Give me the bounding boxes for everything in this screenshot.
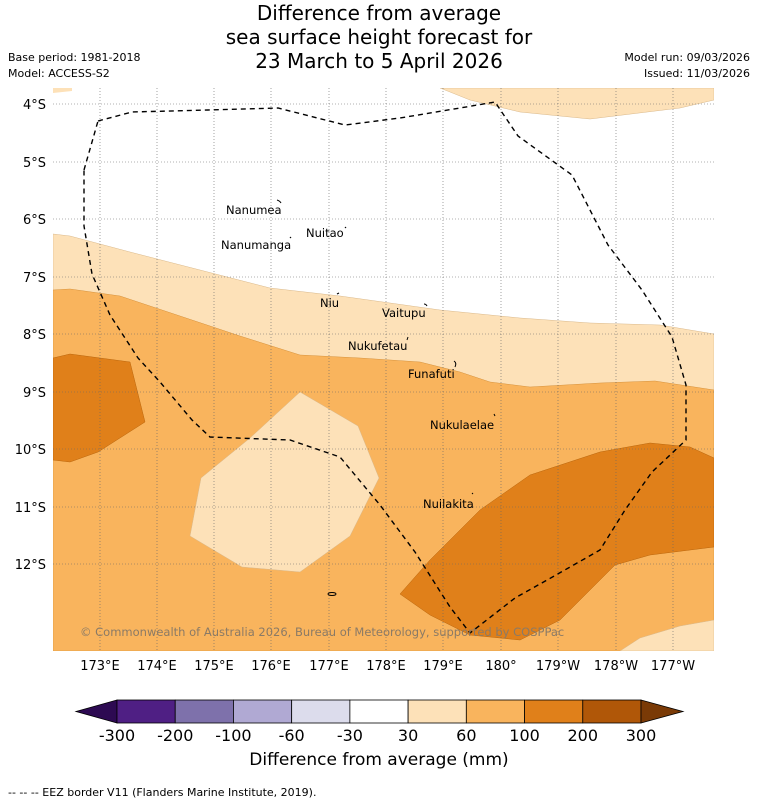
eez-legend-note: -- -- -- EEZ border V11 (Flanders Marine… bbox=[8, 786, 317, 799]
colorbar-tick-label: 100 bbox=[509, 726, 540, 745]
issued-date: Issued: 11/03/2026 bbox=[643, 67, 750, 80]
anomaly-patch-100-200-west bbox=[53, 353, 146, 463]
colorbar-swatch bbox=[233, 699, 293, 724]
latitude-axis: 4°S 5°S 6°S 7°S 8°S 9°S 10°S 11°S 12°S bbox=[15, 98, 46, 573]
anomaly-patch-30-60-south bbox=[619, 619, 714, 651]
anomaly-region-100-200 bbox=[399, 442, 714, 641]
eez-border bbox=[83, 101, 687, 634]
island-mark-reef bbox=[327, 592, 337, 596]
colorbar-swatch bbox=[407, 699, 467, 724]
longitude-label: 177°W bbox=[651, 659, 695, 674]
colorbar-tick-label: 60 bbox=[456, 726, 476, 745]
longitude-label: 176°E bbox=[251, 659, 291, 674]
colorbar-swatch bbox=[465, 699, 525, 724]
island-labels: Nanumea Nuitao Nanumanga Niu Vaitupu Nuk… bbox=[221, 203, 494, 511]
colorbar bbox=[74, 699, 685, 724]
colorbar-extension-low bbox=[74, 699, 118, 724]
colorbar-tick-label: -30 bbox=[337, 726, 363, 745]
island-label-nukulaelae: Nukulaelae bbox=[430, 418, 494, 432]
colorbar-tick-label: -100 bbox=[215, 726, 251, 745]
map-panel bbox=[53, 88, 714, 651]
colorbar-swatch bbox=[582, 699, 642, 724]
base-period: Base period: 1981-2018 bbox=[8, 51, 141, 64]
latitude-label: 8°S bbox=[23, 328, 46, 343]
island-label-nukufetau: Nukufetau bbox=[348, 339, 407, 353]
colorbar-swatch bbox=[524, 699, 584, 724]
longitude-axis: 173°E 174°E 175°E 176°E 177°E 178°E 179°E 180° 1… bbox=[80, 659, 695, 674]
latitude-label: 11°S bbox=[15, 501, 46, 516]
colorbar-title: Difference from average (mm) bbox=[249, 750, 509, 770]
model-run: Model run: 09/03/2026 bbox=[624, 51, 750, 64]
latitude-label: 6°S bbox=[23, 213, 46, 228]
colorbar-extension-high bbox=[640, 699, 685, 724]
island-label-nanumanga: Nanumanga bbox=[221, 238, 291, 252]
island-mark-funafuti bbox=[453, 360, 457, 368]
colorbar-tick-label: -300 bbox=[99, 726, 135, 745]
colorbar-swatch bbox=[349, 699, 409, 724]
anomaly-patch-30-60 bbox=[189, 391, 380, 573]
island-label-funafuti: Funafuti bbox=[408, 367, 455, 381]
map-title: Difference from average sea surface heig… bbox=[0, 1, 758, 73]
latitude-label: 10°S bbox=[15, 443, 46, 458]
latitude-label: 7°S bbox=[23, 271, 46, 286]
island-mark-vaitupu bbox=[423, 303, 428, 307]
island-mark-nanumanga bbox=[289, 236, 292, 239]
colorbar-tick-label: 300 bbox=[626, 726, 657, 745]
title-line-1: Difference from average bbox=[256, 1, 502, 25]
island-mark-niu bbox=[336, 292, 340, 295]
title-line-3: 23 March to 5 April 2026 bbox=[255, 49, 503, 73]
island-mark-nukufetau bbox=[406, 336, 409, 341]
longitude-label: 178°W bbox=[594, 659, 638, 674]
colorbar-swatch bbox=[291, 699, 351, 724]
latitude-label: 5°S bbox=[23, 156, 46, 171]
colorbar-tick-label: 200 bbox=[568, 726, 599, 745]
graticule bbox=[53, 88, 714, 651]
island-mark-nanumea bbox=[276, 199, 282, 204]
island-mark-nuilakita bbox=[471, 492, 474, 495]
colorbar-swatch bbox=[174, 699, 234, 724]
island-mark-nuitao bbox=[344, 226, 347, 229]
island-label-nuilakita: Nuilakita bbox=[423, 497, 474, 511]
island-label-nuitao: Nuitao bbox=[306, 226, 344, 240]
anomaly-patch-top-left bbox=[53, 88, 72, 93]
meta-right: Model run: 09/03/2026 Issued: 11/03/2026 bbox=[624, 50, 750, 82]
colorbar-tick-label: 30 bbox=[398, 726, 418, 745]
copyright-notice: © Commonwealth of Australia 2026, Bureau… bbox=[80, 625, 564, 639]
longitude-label: 179°E bbox=[423, 659, 463, 674]
island-label-nanumea: Nanumea bbox=[226, 203, 282, 217]
longitude-label: 179°W bbox=[536, 659, 580, 674]
latitude-label: 4°S bbox=[23, 98, 46, 113]
longitude-label: 177°E bbox=[309, 659, 349, 674]
longitude-label: 174°E bbox=[137, 659, 177, 674]
longitude-label: 173°E bbox=[80, 659, 120, 674]
anomaly-patch-30-60-north bbox=[439, 88, 714, 120]
longitude-label: 178°E bbox=[366, 659, 406, 674]
colorbar-tick-labels: -300 -200 -100 -60 -30 30 60 100 200 300 bbox=[99, 726, 656, 745]
latitude-label: 12°S bbox=[15, 558, 46, 573]
longitude-label: 175°E bbox=[194, 659, 234, 674]
title-line-2: sea surface height forecast for bbox=[225, 25, 533, 49]
island-mark-nukulaelae bbox=[493, 413, 496, 417]
longitude-label: 180° bbox=[485, 659, 516, 674]
meta-left: Base period: 1981-2018 Model: ACCESS-S2 bbox=[8, 50, 140, 82]
latitude-label: 9°S bbox=[23, 386, 46, 401]
colorbar-tick-label: -60 bbox=[279, 726, 305, 745]
island-label-niu: Niu bbox=[320, 296, 339, 310]
model-name: Model: ACCESS-S2 bbox=[8, 67, 110, 80]
colorbar-swatch bbox=[116, 699, 176, 724]
colorbar-tick-label: -200 bbox=[157, 726, 193, 745]
island-label-vaitupu: Vaitupu bbox=[382, 306, 426, 320]
